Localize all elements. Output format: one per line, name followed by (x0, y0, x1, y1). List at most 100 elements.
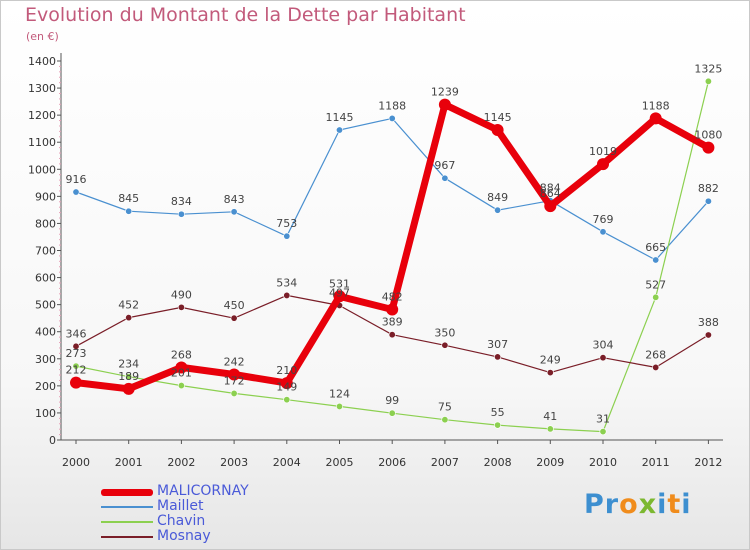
legend-swatch-maillet (101, 506, 153, 508)
data-point-chavin (230, 389, 238, 397)
x-tick-label: 2002 (167, 456, 195, 469)
y-tick-label: 100 (35, 407, 56, 420)
data-point-chavin (704, 77, 712, 85)
logo-letter: t (667, 489, 682, 520)
data-label-mosnay: 490 (171, 288, 192, 301)
y-tick-label: 1200 (28, 109, 56, 122)
data-point-chavin (283, 396, 291, 404)
data-point-chavin (125, 373, 133, 381)
chart-title: Evolution du Montant de la Dette par Hab… (25, 4, 466, 26)
data-point-mosnay (599, 354, 607, 362)
data-point-chavin (335, 402, 343, 410)
x-tick-label: 2009 (536, 456, 564, 469)
data-label-maillet: 916 (66, 173, 87, 186)
data-label-mosnay: 249 (540, 354, 561, 367)
y-tick-label: 200 (35, 380, 56, 393)
y-tick-label: 800 (35, 217, 56, 230)
y-tick-label: 400 (35, 326, 56, 339)
data-point-chavin (599, 428, 607, 436)
data-label-maillet: 845 (118, 192, 139, 205)
data-point-maillet (494, 206, 502, 214)
data-point-mosnay (230, 314, 238, 322)
data-label-chavin: 41 (543, 410, 557, 423)
y-tick-label: 0 (49, 434, 56, 447)
data-point-chavin (72, 362, 80, 370)
legend-label-malicornay: MALICORNAY (157, 483, 249, 499)
data-label-chavin: 124 (329, 387, 350, 400)
data-point-malicornay (597, 158, 609, 171)
data-label-malicornay: 242 (224, 355, 245, 368)
axes: 0 100 200 300 400 500 600 700 800 900 1000 1100 1200… (28, 53, 723, 469)
data-label-maillet: 665 (645, 241, 666, 254)
data-label-malicornay: 268 (171, 348, 192, 361)
data-point-chavin (388, 409, 396, 417)
legend-label-chavin: Chavin (157, 513, 206, 529)
data-label-malicornay: 1239 (431, 86, 459, 99)
data-label-mosnay: 350 (434, 326, 455, 339)
x-tick-label: 2007 (431, 456, 459, 469)
data-point-mosnay (72, 342, 80, 350)
data-point-chavin (177, 382, 185, 390)
data-label-malicornay: 1080 (694, 129, 722, 142)
data-point-malicornay (544, 200, 557, 213)
data-point-chavin (652, 293, 660, 301)
x-tick-label: 2003 (220, 456, 248, 469)
data-label-mosnay: 304 (593, 339, 614, 352)
proxiti-logo: Proxiti (584, 489, 692, 520)
data-point-malicornay (175, 361, 188, 374)
series-mosnay (72, 291, 712, 377)
data-point-maillet (441, 174, 449, 182)
data-point-malicornay (70, 376, 82, 389)
data-point-mosnay (546, 369, 554, 377)
y-tick-label: 1300 (28, 82, 56, 95)
data-label-chavin: 1325 (694, 62, 722, 75)
legend-label-mosnay: Mosnay (157, 528, 211, 544)
y-tick-label: 300 (35, 353, 56, 366)
legend-swatch-mosnay (101, 536, 153, 538)
series-chavin (72, 77, 712, 436)
data-point-chavin (546, 425, 554, 433)
data-point-mosnay (494, 353, 502, 361)
data-label-mosnay: 307 (487, 338, 508, 351)
data-label-maillet: 834 (171, 195, 192, 208)
data-point-mosnay (177, 303, 185, 311)
data-label-mosnay: 268 (645, 348, 666, 361)
logo-letter: x (638, 489, 658, 520)
data-point-mosnay (441, 341, 449, 349)
data-point-malicornay (702, 141, 715, 154)
data-point-maillet (283, 232, 291, 240)
data-label-chavin: 172 (224, 374, 245, 387)
data-label-chavin: 234 (118, 358, 139, 371)
series-maillet (72, 114, 712, 264)
data-point-maillet (72, 188, 80, 196)
x-tick-label: 2004 (273, 456, 301, 469)
data-point-malicornay (333, 290, 346, 303)
logo-letter: i (657, 489, 668, 520)
data-label-maillet: 769 (593, 213, 614, 226)
data-point-malicornay (122, 382, 135, 395)
data-point-maillet (704, 197, 712, 205)
data-label-malicornay: 212 (66, 364, 87, 377)
x-tick-label: 2000 (62, 456, 90, 469)
y-tick-label: 600 (35, 272, 56, 285)
series-layer (70, 77, 715, 436)
data-label-chavin: 149 (276, 381, 297, 394)
x-tick-label: 2011 (642, 456, 670, 469)
legend-swatch-malicornay (101, 488, 153, 496)
data-point-maillet (177, 210, 185, 218)
data-label-chavin: 527 (645, 278, 666, 291)
x-tick-label: 2010 (589, 456, 617, 469)
data-label-malicornay: 531 (329, 277, 350, 290)
data-label-mosnay: 497 (329, 286, 350, 299)
logo-letter: o (619, 489, 639, 520)
data-label-malicornay: 210 (276, 364, 297, 377)
x-tick-label: 2005 (326, 456, 354, 469)
data-point-chavin (494, 421, 502, 429)
y-tick-label: 1100 (28, 136, 56, 149)
data-point-maillet (599, 228, 607, 236)
data-point-maillet (125, 207, 133, 215)
y-tick-label: 900 (35, 190, 56, 203)
data-point-malicornay (280, 377, 293, 390)
data-label-maillet: 1145 (326, 111, 354, 124)
